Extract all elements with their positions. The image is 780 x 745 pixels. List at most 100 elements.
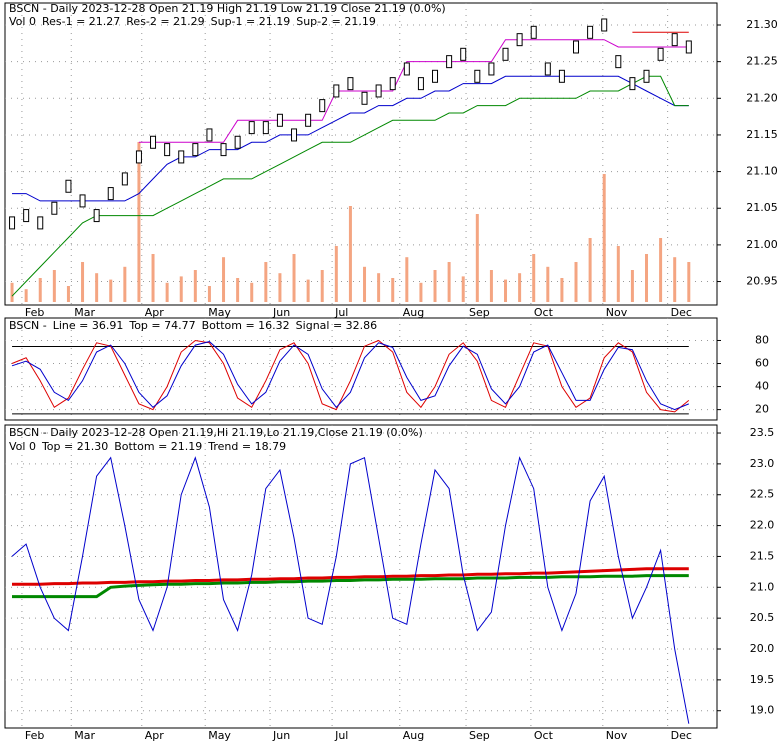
y-tick-label: 22.0 (750, 519, 775, 532)
y-tick-label: 21.00 (746, 238, 778, 251)
x-tick-label: Apr (145, 306, 165, 319)
legend-entry: Sup-2 = 21.19 (296, 15, 376, 28)
volume-bar (236, 278, 240, 302)
price-bar (361, 91, 368, 105)
x-tick-label: Jun (272, 306, 290, 319)
volume-bar (602, 174, 606, 302)
volume-bar (461, 276, 465, 302)
y-tick-label: 80 (755, 333, 769, 346)
volume-bar (645, 254, 649, 302)
volume-bar (38, 278, 42, 302)
y-tick-label: 20.5 (750, 611, 775, 624)
volume-bar (292, 254, 296, 302)
price-bar (671, 33, 678, 47)
price-bar (601, 18, 608, 32)
legend-entry: Vol 0 (9, 15, 36, 28)
price-bar (432, 69, 439, 83)
price-bar (347, 77, 354, 91)
y-tick-label: 20 (755, 403, 769, 416)
series-line (11, 456, 690, 724)
price-bar (9, 216, 16, 230)
volume-bar (489, 270, 493, 302)
volume-bar (504, 279, 508, 302)
panel-frame (4, 317, 718, 421)
legend-entry: Res-1 = 21.27 (42, 15, 120, 28)
y-tick-label: 40 (755, 380, 769, 393)
legend-entry: Res-2 = 21.29 (126, 15, 204, 28)
legend-entry: Bottom = 16.32 (202, 319, 290, 332)
y-tick-label: 60 (755, 357, 769, 370)
legend-entry: Line = 36.91 (53, 319, 124, 332)
volume-bar (630, 270, 634, 302)
price-bar (248, 121, 255, 135)
y-tick-label: 21.25 (746, 55, 778, 68)
series-line (11, 341, 689, 411)
volume-bar (518, 273, 522, 302)
x-tick-label: Nov (606, 729, 628, 742)
volume-bar (24, 289, 28, 302)
price-bar (220, 143, 227, 157)
volume-bar (250, 282, 254, 302)
volume-bar (616, 246, 620, 302)
volume-bar (137, 142, 141, 302)
price-bar (460, 47, 467, 61)
volume-bar (419, 282, 423, 302)
legend-entry: Signal = 32.86 (296, 319, 378, 332)
price-bar (403, 62, 410, 76)
legend-entry: Top = 21.30 (41, 440, 108, 453)
price-bar (206, 128, 213, 142)
x-tick-label: Jun (272, 729, 290, 742)
volume-bar (588, 238, 592, 302)
legend-entry: Vol 0 (9, 440, 36, 453)
price-bar (135, 150, 142, 164)
volume-bar (560, 278, 564, 302)
legend-entry: Sup-1 = 21.19 (211, 15, 291, 28)
volume-bar (475, 214, 479, 302)
x-tick-label: Sep (469, 729, 490, 742)
y-tick-label: 19.5 (750, 673, 775, 686)
price-bar (319, 99, 326, 113)
y-tick-label: 19.0 (750, 704, 775, 717)
price-bar (530, 25, 537, 39)
y-tick-label: 21.10 (746, 165, 778, 178)
price-bar (79, 194, 86, 208)
volume-bar (574, 262, 578, 302)
legend-entry: Trend = 18.79 (207, 440, 286, 453)
volume-bar (447, 262, 451, 302)
x-tick-label: Mar (74, 729, 95, 742)
price-bar (657, 47, 664, 61)
volume-bar (193, 270, 197, 302)
chart-title: BSCN - Daily 2023-12-28 Open 21.19,Hi 21… (9, 426, 423, 439)
x-tick-label: Aug (403, 729, 424, 742)
volume-bar (377, 273, 381, 302)
volume-bar (334, 246, 338, 302)
price-bar (37, 216, 44, 230)
price-bar (150, 135, 157, 149)
panel-frame (4, 2, 718, 306)
price-bar (629, 77, 636, 91)
volume-bar (532, 254, 536, 302)
price-bar (488, 62, 495, 76)
volume-bar (278, 273, 282, 302)
price-bar (643, 69, 650, 83)
x-tick-label: Nov (606, 306, 628, 319)
legend-entry: Top = 74.77 (128, 319, 195, 332)
volume-bar (66, 286, 70, 302)
volume-bar (433, 270, 437, 302)
series-line (11, 75, 689, 297)
price-bar (107, 187, 114, 201)
volume-bar (207, 286, 211, 302)
price-bar (93, 209, 100, 223)
y-tick-label: 21.15 (746, 128, 778, 141)
y-tick-label: 21.05 (746, 201, 778, 214)
x-tick-label: Dec (671, 729, 692, 742)
volume-bar (405, 257, 409, 302)
volume-bar (151, 254, 155, 302)
price-bar (262, 121, 269, 135)
volume-bar (222, 257, 226, 302)
price-bar (389, 77, 396, 91)
legend-entry: BSCN - (9, 319, 47, 332)
series-line (12, 75, 689, 202)
price-bar (516, 33, 523, 47)
